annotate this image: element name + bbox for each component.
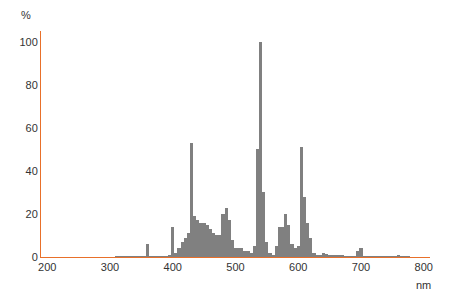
svg-text:0: 0 [32,251,38,263]
svg-text:800: 800 [415,261,433,273]
svg-text:400: 400 [164,261,182,273]
svg-text:100: 100 [19,36,37,48]
svg-text:80: 80 [26,79,38,91]
svg-text:20: 20 [26,208,38,220]
svg-text:200: 200 [38,261,56,273]
svg-text:60: 60 [26,122,38,134]
svg-text:600: 600 [289,261,307,273]
svg-text:700: 700 [352,261,370,273]
svg-text:%: % [21,9,31,21]
svg-text:500: 500 [226,261,244,273]
svg-text:40: 40 [26,165,38,177]
svg-text:nm: nm [416,279,431,291]
svg-text:300: 300 [101,261,119,273]
